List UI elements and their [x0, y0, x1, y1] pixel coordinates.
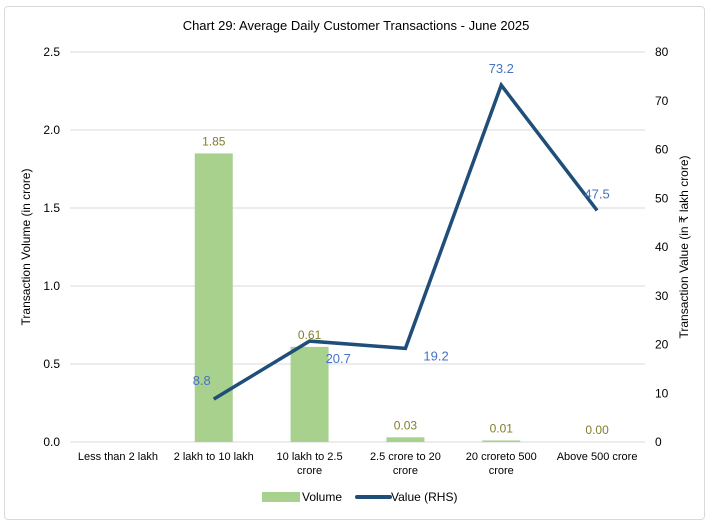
y-tick-label: 1.0: [43, 279, 60, 293]
x-tick-label: crore: [489, 465, 514, 477]
x-tick-label: crore: [393, 465, 418, 477]
volume-data-label: 1.85: [202, 134, 226, 148]
y2-axis-label: Transaction Value (in ₹ lakh crore): [677, 155, 691, 338]
x-tick-label: 20 croreto 500: [466, 451, 537, 463]
y2-tick-label: 0: [655, 435, 662, 449]
volume-data-label: 0.01: [490, 421, 514, 435]
y-axis-label: Transaction Volume (in crore): [19, 169, 33, 326]
volume-bar: [482, 440, 521, 442]
y-tick-label: 0.5: [43, 357, 60, 371]
value-data-label: 20.7: [326, 351, 351, 366]
legend-volume-label: Volume: [302, 490, 342, 504]
y-tick-label: 2.0: [43, 123, 60, 137]
y2-tick-label: 20: [655, 338, 669, 352]
chart-title: Chart 29: Average Daily Customer Transac…: [183, 18, 530, 33]
volume-bar: [386, 437, 425, 442]
legend-volume-swatch: [262, 492, 300, 502]
x-tick-label: 2 lakh to 10 lakh: [174, 451, 254, 463]
x-tick-label: Less than 2 lakh: [78, 451, 158, 463]
chart-frame: [4, 6, 705, 520]
y2-tick-label: 60: [655, 143, 669, 157]
y2-tick-label: 50: [655, 191, 669, 205]
y2-tick-label: 80: [655, 45, 669, 59]
y2-tick-label: 30: [655, 289, 669, 303]
x-tick-label: 10 lakh to 2.5: [277, 451, 343, 463]
volume-data-label: 0.61: [298, 328, 322, 342]
x-tick-label: Above 500 crore: [557, 451, 638, 463]
volume-bar: [290, 346, 329, 442]
x-tick-label: crore: [297, 465, 322, 477]
value-data-label: 73.2: [489, 61, 514, 76]
value-data-label: 19.2: [423, 348, 448, 363]
value-data-label: 47.5: [584, 186, 609, 201]
y-tick-label: 0.0: [43, 435, 60, 449]
volume-data-label: 0.03: [394, 418, 418, 432]
y2-tick-label: 70: [655, 94, 669, 108]
y2-tick-label: 40: [655, 240, 669, 254]
legend-value-label: Value (RHS): [391, 490, 457, 504]
volume-bar: [194, 153, 233, 442]
y-tick-label: 2.5: [43, 45, 60, 59]
y2-tick-label: 10: [655, 386, 669, 400]
value-data-label: 8.8: [193, 373, 211, 388]
value-line: [212, 81, 599, 401]
y-tick-label: 1.5: [43, 201, 60, 215]
x-tick-label: 2.5 crore to 20: [370, 451, 441, 463]
volume-data-label: 0.00: [585, 423, 609, 437]
